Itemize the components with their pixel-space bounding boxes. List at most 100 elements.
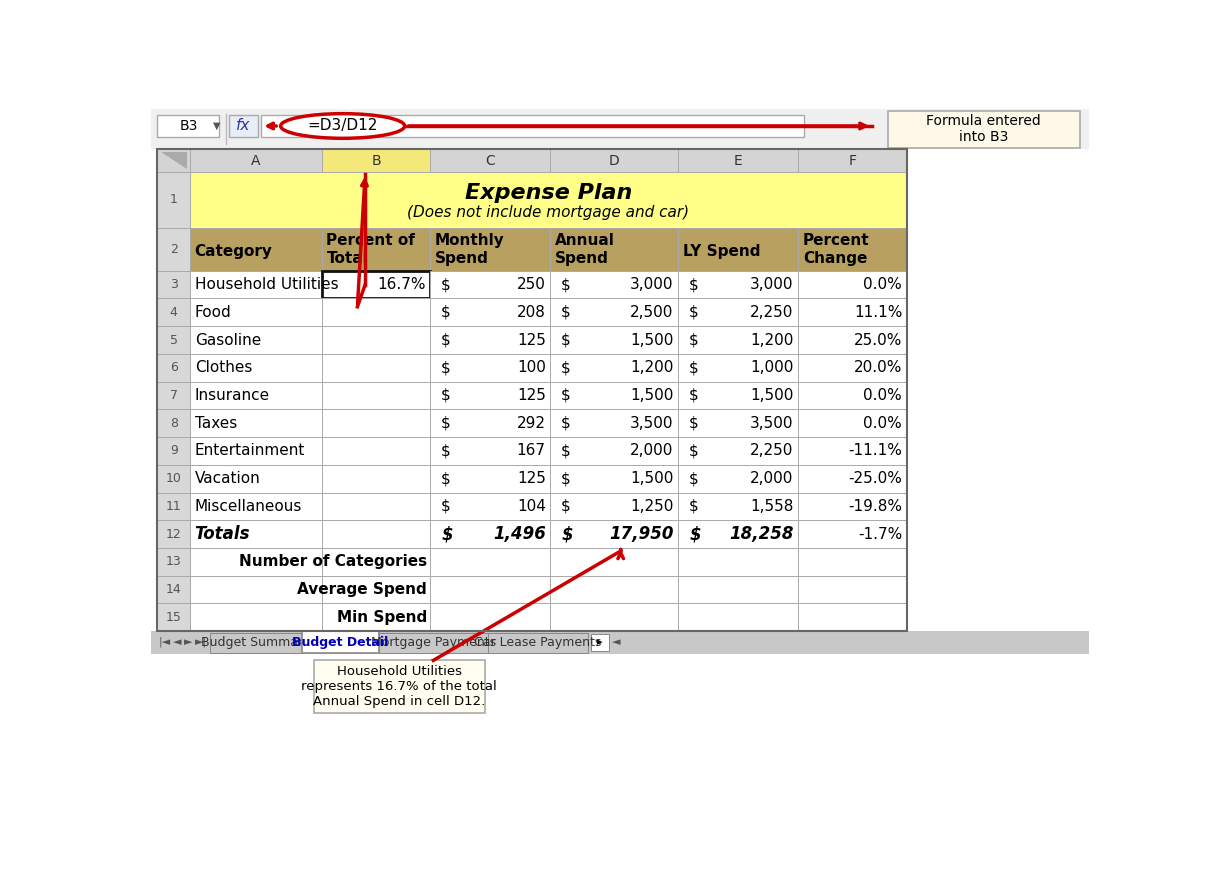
Text: 1,500: 1,500 <box>630 333 674 348</box>
Bar <box>551 410 679 437</box>
Bar <box>157 603 190 631</box>
Bar <box>431 298 551 326</box>
Text: 0.0%: 0.0% <box>864 277 903 292</box>
Bar <box>679 149 799 172</box>
Bar <box>431 603 551 631</box>
Bar <box>799 520 906 548</box>
Text: Spend: Spend <box>555 251 609 266</box>
Text: Annual: Annual <box>555 233 615 248</box>
Text: 3,000: 3,000 <box>750 277 794 292</box>
Bar <box>322 576 431 603</box>
Text: 2,000: 2,000 <box>630 443 674 458</box>
Bar <box>799 381 906 410</box>
Text: $: $ <box>561 305 571 320</box>
Text: 11: 11 <box>166 500 182 513</box>
Text: 3,000: 3,000 <box>630 277 674 292</box>
Bar <box>190 381 322 410</box>
Polygon shape <box>161 152 186 170</box>
Bar <box>799 548 906 576</box>
Text: 17,950: 17,950 <box>609 525 674 543</box>
Bar <box>679 576 799 603</box>
Text: ◄: ◄ <box>611 637 620 647</box>
Text: $: $ <box>690 277 699 292</box>
Text: Budget Detail: Budget Detail <box>293 636 388 649</box>
Bar <box>551 298 679 326</box>
Text: $: $ <box>442 333 451 348</box>
Bar <box>157 493 190 520</box>
Bar <box>322 603 431 631</box>
Bar <box>322 271 431 298</box>
Bar <box>431 271 551 298</box>
Bar <box>431 381 551 410</box>
Bar <box>799 437 906 464</box>
Bar <box>551 381 679 410</box>
Text: 0.0%: 0.0% <box>864 416 903 431</box>
Text: 208: 208 <box>517 305 546 320</box>
Text: Total: Total <box>327 251 368 266</box>
Text: $: $ <box>561 472 571 487</box>
Bar <box>799 576 906 603</box>
Text: $: $ <box>442 305 451 320</box>
Bar <box>551 548 679 576</box>
Bar <box>157 149 190 172</box>
Text: Spend: Spend <box>434 251 489 266</box>
Bar <box>190 603 322 631</box>
Text: 20.0%: 20.0% <box>854 360 903 375</box>
Text: 15: 15 <box>166 611 182 623</box>
Text: $: $ <box>690 333 699 348</box>
Bar <box>679 410 799 437</box>
Text: Percent of: Percent of <box>327 233 415 248</box>
Bar <box>322 149 431 172</box>
Bar <box>551 437 679 464</box>
Text: Vacation: Vacation <box>195 472 260 487</box>
Text: 125: 125 <box>517 472 546 487</box>
Text: 9: 9 <box>169 444 178 457</box>
Bar <box>679 548 799 576</box>
Text: $: $ <box>442 360 451 375</box>
Text: Percent: Percent <box>803 233 870 248</box>
Text: 1,000: 1,000 <box>750 360 794 375</box>
Text: $: $ <box>561 525 572 543</box>
Bar <box>379 632 488 653</box>
Text: Miscellaneous: Miscellaneous <box>195 499 302 514</box>
Bar <box>151 109 1089 149</box>
Bar <box>799 149 906 172</box>
Bar <box>551 464 679 493</box>
Text: Change: Change <box>803 251 868 266</box>
Text: Number of Categories: Number of Categories <box>240 555 427 570</box>
Text: 2,250: 2,250 <box>750 305 794 320</box>
Bar <box>190 437 322 464</box>
Text: -11.1%: -11.1% <box>848 443 903 458</box>
Bar <box>551 603 679 631</box>
Text: $: $ <box>690 305 699 320</box>
Text: -25.0%: -25.0% <box>848 472 903 487</box>
Bar <box>322 437 431 464</box>
Text: 14: 14 <box>166 583 182 596</box>
Bar <box>551 520 679 548</box>
Text: 2,500: 2,500 <box>630 305 674 320</box>
Text: 10: 10 <box>166 472 182 485</box>
Text: 2,250: 2,250 <box>750 443 794 458</box>
Text: 25.0%: 25.0% <box>854 333 903 348</box>
Text: 250: 250 <box>517 277 546 292</box>
Text: 1,496: 1,496 <box>492 525 546 543</box>
Bar <box>190 354 322 381</box>
Bar <box>157 381 190 410</box>
Bar <box>190 520 322 548</box>
Text: $: $ <box>561 388 571 403</box>
Bar <box>887 110 1079 147</box>
Bar <box>679 603 799 631</box>
Text: $: $ <box>561 443 571 458</box>
Text: Average Spend: Average Spend <box>298 582 427 597</box>
Bar <box>322 410 431 437</box>
Bar <box>157 326 190 354</box>
Text: Totals: Totals <box>195 525 250 543</box>
Text: -19.8%: -19.8% <box>848 499 903 514</box>
Bar <box>229 115 258 137</box>
Text: A: A <box>252 154 260 168</box>
Bar <box>799 603 906 631</box>
Text: $: $ <box>442 499 451 514</box>
Text: 6: 6 <box>169 361 178 374</box>
Text: 18,258: 18,258 <box>730 525 794 543</box>
Bar <box>322 354 431 381</box>
